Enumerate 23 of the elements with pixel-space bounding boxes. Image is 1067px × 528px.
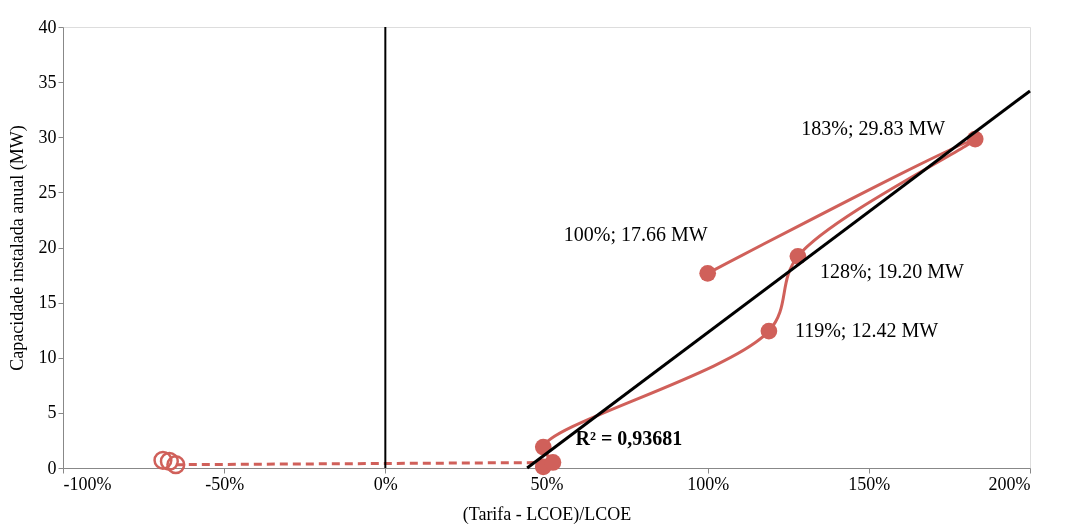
y-tick-label: 25 [38,181,57,202]
x-tick-label: 100% [687,473,730,494]
y-tick-label: 20 [38,237,57,257]
y-tick-label: 0 [47,457,57,478]
x-tick-label: 50% [530,473,564,494]
x-axis-title: (Tarifa - LCOE)/LCOE [462,503,632,525]
annotation: R² = 0,93681 [575,427,683,450]
y-tick-label: 15 [38,292,57,313]
x-tick-label: 0% [373,473,398,494]
x-tick-label: 200% [988,473,1031,494]
annotation: 183%; 29.83 MW [801,117,946,140]
y-tick-label: 5 [47,402,57,423]
x-tick-label: 150% [848,473,891,494]
x-tick-label: -50% [205,473,245,494]
y-axis-title: Capacidade instalada anual (MW) [6,125,28,371]
x-tick-label: -100% [63,473,112,494]
y-tick-label: 40 [38,16,57,37]
y-tick-label: 30 [38,126,57,147]
y-tick-label: 10 [38,347,57,368]
annotation: 100%; 17.66 MW [563,223,708,246]
annotation: 119%; 12.42 MW [794,319,939,342]
annotation: 128%; 19.20 MW [819,260,964,283]
y-tick-label: 35 [38,71,57,92]
